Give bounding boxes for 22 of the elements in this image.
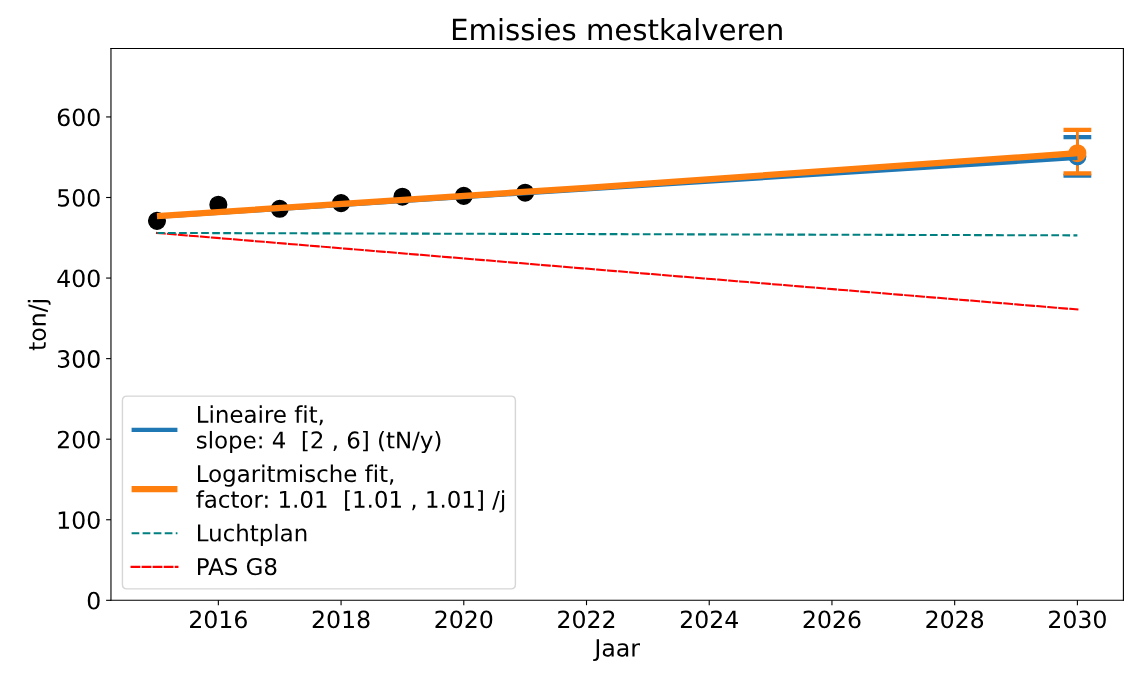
y-tick-label: 200	[57, 430, 100, 449]
x-tick-label: 2020	[435, 610, 493, 629]
y-tick-label: 100	[58, 511, 100, 530]
x-tick-label: 2022	[558, 610, 615, 629]
legend-label: Luchtplan	[198, 523, 307, 547]
x-tick-label: 2028	[926, 610, 984, 629]
x-tick-label: 2024	[680, 610, 738, 629]
legend-label: PAS G8	[198, 557, 277, 576]
legend-label: Lineaire fit, slope: 4 [2 , 6] (tN/y)	[197, 405, 441, 454]
y-tick-label: 600	[57, 108, 100, 127]
x-tick-label: 2018	[312, 610, 370, 629]
x-tick-label: 2016	[190, 610, 247, 629]
x-axis-title: Jaar	[593, 639, 640, 662]
chart-title: Emissies mestkalveren	[452, 17, 782, 41]
x-tick-label: 2030	[1049, 610, 1106, 629]
x-tick-label: 2026	[803, 610, 861, 629]
y-axis-title: ton/j	[27, 300, 51, 351]
y-tick-label: 400	[57, 269, 100, 288]
legend-label: Logaritmische fit, factor: 1.01 [1.01 , 1.01] /j	[196, 464, 505, 513]
y-tick-label: 500	[58, 188, 100, 207]
y-tick-label: 300	[57, 350, 100, 368]
y-tick-label: 0	[87, 591, 100, 610]
